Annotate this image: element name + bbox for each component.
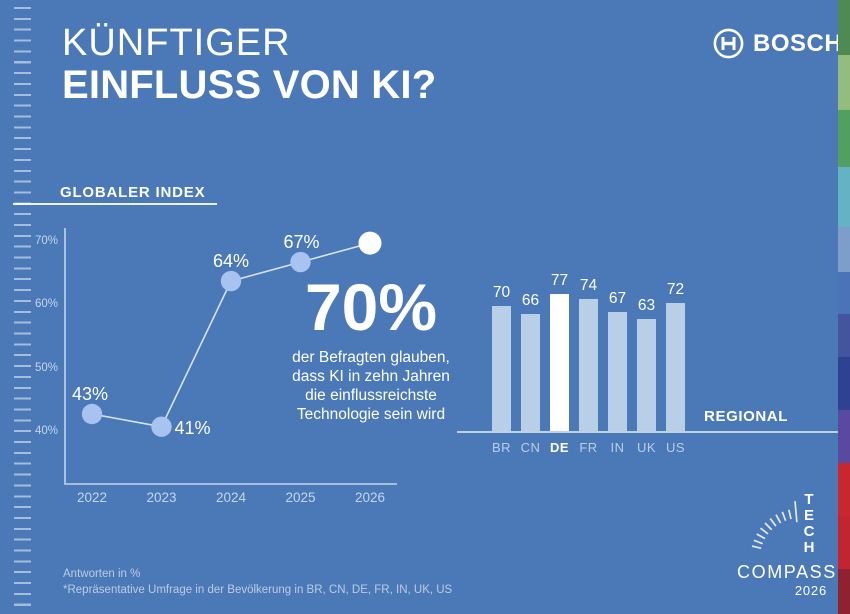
stripe-segment-4 bbox=[838, 227, 850, 272]
caption-line: die einflussreichste bbox=[305, 387, 437, 404]
stripe-segment-5 bbox=[838, 272, 850, 314]
bar-BR bbox=[492, 306, 511, 431]
stripe-segment-9 bbox=[838, 463, 850, 516]
footnote-survey: *Repräsentative Umfrage in der Bevölkeru… bbox=[63, 584, 453, 596]
x-axis-year-label: 2023 bbox=[146, 490, 177, 505]
global-index-underline bbox=[13, 203, 217, 205]
bar-value-label: 63 bbox=[637, 297, 656, 314]
bar-column-BR: 70 bbox=[487, 284, 516, 431]
stripe-segment-11 bbox=[838, 569, 850, 614]
key-stat-callout: 70% der Befragten glauben, dass KI in ze… bbox=[278, 268, 464, 424]
bar-column-UK: 63 bbox=[632, 297, 661, 431]
y-axis-tick-label: 40% bbox=[34, 425, 58, 437]
bar-column-DE: 77 bbox=[545, 272, 574, 431]
stripe-segment-10 bbox=[838, 516, 850, 569]
bar-category-label-FR: FR bbox=[579, 440, 598, 455]
global-index-heading: GLOBALER INDEX bbox=[60, 184, 206, 201]
data-point-2026 bbox=[358, 231, 382, 255]
bar-chart-baseline bbox=[457, 431, 838, 433]
stripe-segment-7 bbox=[838, 357, 850, 410]
x-axis-year-label: 2022 bbox=[76, 490, 108, 505]
bar-column-FR: 74 bbox=[574, 277, 603, 431]
color-stripe bbox=[838, 0, 850, 614]
bar-category-label-CN: CN bbox=[520, 440, 541, 455]
bar-value-label: 72 bbox=[666, 281, 685, 298]
bar-column-IN: 67 bbox=[603, 290, 632, 431]
bar-value-label: 77 bbox=[550, 272, 569, 289]
key-stat-value: 70% bbox=[304, 270, 438, 344]
bosch-armature-icon bbox=[713, 28, 744, 59]
title-line-1: KÜNFTIGER bbox=[62, 22, 291, 64]
stripe-segment-3 bbox=[838, 167, 850, 227]
stripe-segment-1 bbox=[838, 55, 850, 110]
bar-column-CN: 66 bbox=[516, 292, 545, 431]
bar-category-label-US: US bbox=[665, 440, 686, 455]
bar-chart-category-labels: BR CN DE FR IN UK US bbox=[487, 440, 697, 458]
techcompass-wordmark: COMPASS bbox=[737, 562, 837, 582]
stripe-segment-6 bbox=[838, 314, 850, 357]
data-point-label: 41% bbox=[174, 417, 211, 438]
bar-column-US: 72 bbox=[661, 281, 690, 431]
regional-heading: REGIONAL bbox=[704, 408, 788, 425]
y-axis-tick-label: 60% bbox=[34, 298, 58, 311]
stripe-segment-0 bbox=[838, 0, 850, 55]
bar-CN bbox=[521, 314, 540, 431]
bar-value-label: 66 bbox=[521, 292, 540, 309]
bar-value-label: 70 bbox=[492, 284, 511, 301]
bar-DE bbox=[550, 294, 569, 431]
y-axis-tick-label: 70% bbox=[34, 235, 58, 248]
stripe-segment-2 bbox=[838, 110, 850, 167]
y-axis-tick-label: 50% bbox=[34, 361, 58, 374]
bosch-wordmark: BOSCH bbox=[753, 29, 843, 57]
bar-category-label-DE: DE bbox=[549, 440, 570, 455]
techcompass-year: 2026 bbox=[794, 583, 827, 598]
bar-value-label: 67 bbox=[608, 290, 627, 307]
title-line-2: EINFLUSS VON KI? bbox=[62, 63, 437, 107]
bar-US bbox=[666, 303, 685, 431]
bar-category-label-UK: UK bbox=[636, 440, 657, 455]
caption-line: dass KI in zehn Jahren bbox=[292, 368, 450, 385]
bar-value-label: 74 bbox=[579, 277, 598, 294]
stripe-segment-8 bbox=[838, 410, 850, 463]
techcompass-letter: H bbox=[803, 539, 815, 556]
regional-bar-chart: 70 66 77 74 67 63 72 bbox=[487, 266, 697, 431]
techcompass-letter: C bbox=[803, 523, 815, 540]
data-point-label: 43% bbox=[71, 384, 109, 404]
data-point-2022 bbox=[81, 403, 103, 425]
techcompass-letter: T bbox=[804, 491, 814, 508]
page-title: KÜNFTIGER EINFLUSS VON KI? bbox=[62, 23, 436, 107]
techcompass-letter: E bbox=[803, 507, 814, 524]
caption-line: der Befragten glauben, bbox=[292, 349, 450, 366]
bar-category-label-IN: IN bbox=[610, 440, 625, 455]
bar-category-label-BR: BR bbox=[491, 440, 512, 455]
footnotes: Antworten in % *Repräsentative Umfrage i… bbox=[63, 566, 452, 598]
bar-IN bbox=[608, 312, 627, 431]
bar-FR bbox=[579, 299, 598, 431]
x-axis-year-label: 2025 bbox=[285, 490, 316, 505]
data-point-2024 bbox=[220, 270, 242, 292]
x-axis-year-label: 2024 bbox=[215, 490, 247, 505]
ruler-ticks-icon bbox=[14, 7, 31, 608]
key-stat-caption: der Befragten glauben, dass KI in zehn J… bbox=[278, 348, 464, 424]
compass-dial-icon bbox=[751, 501, 798, 550]
data-point-label: 67% bbox=[283, 232, 320, 253]
footnote-units: Antworten in % bbox=[63, 568, 141, 580]
caption-line: Technologie sein wird bbox=[296, 406, 446, 423]
data-point-label: 64% bbox=[212, 251, 250, 272]
bar-UK bbox=[637, 319, 656, 431]
bosch-logo: BOSCH bbox=[712, 27, 842, 60]
x-axis-year-label: 2026 bbox=[354, 490, 386, 505]
